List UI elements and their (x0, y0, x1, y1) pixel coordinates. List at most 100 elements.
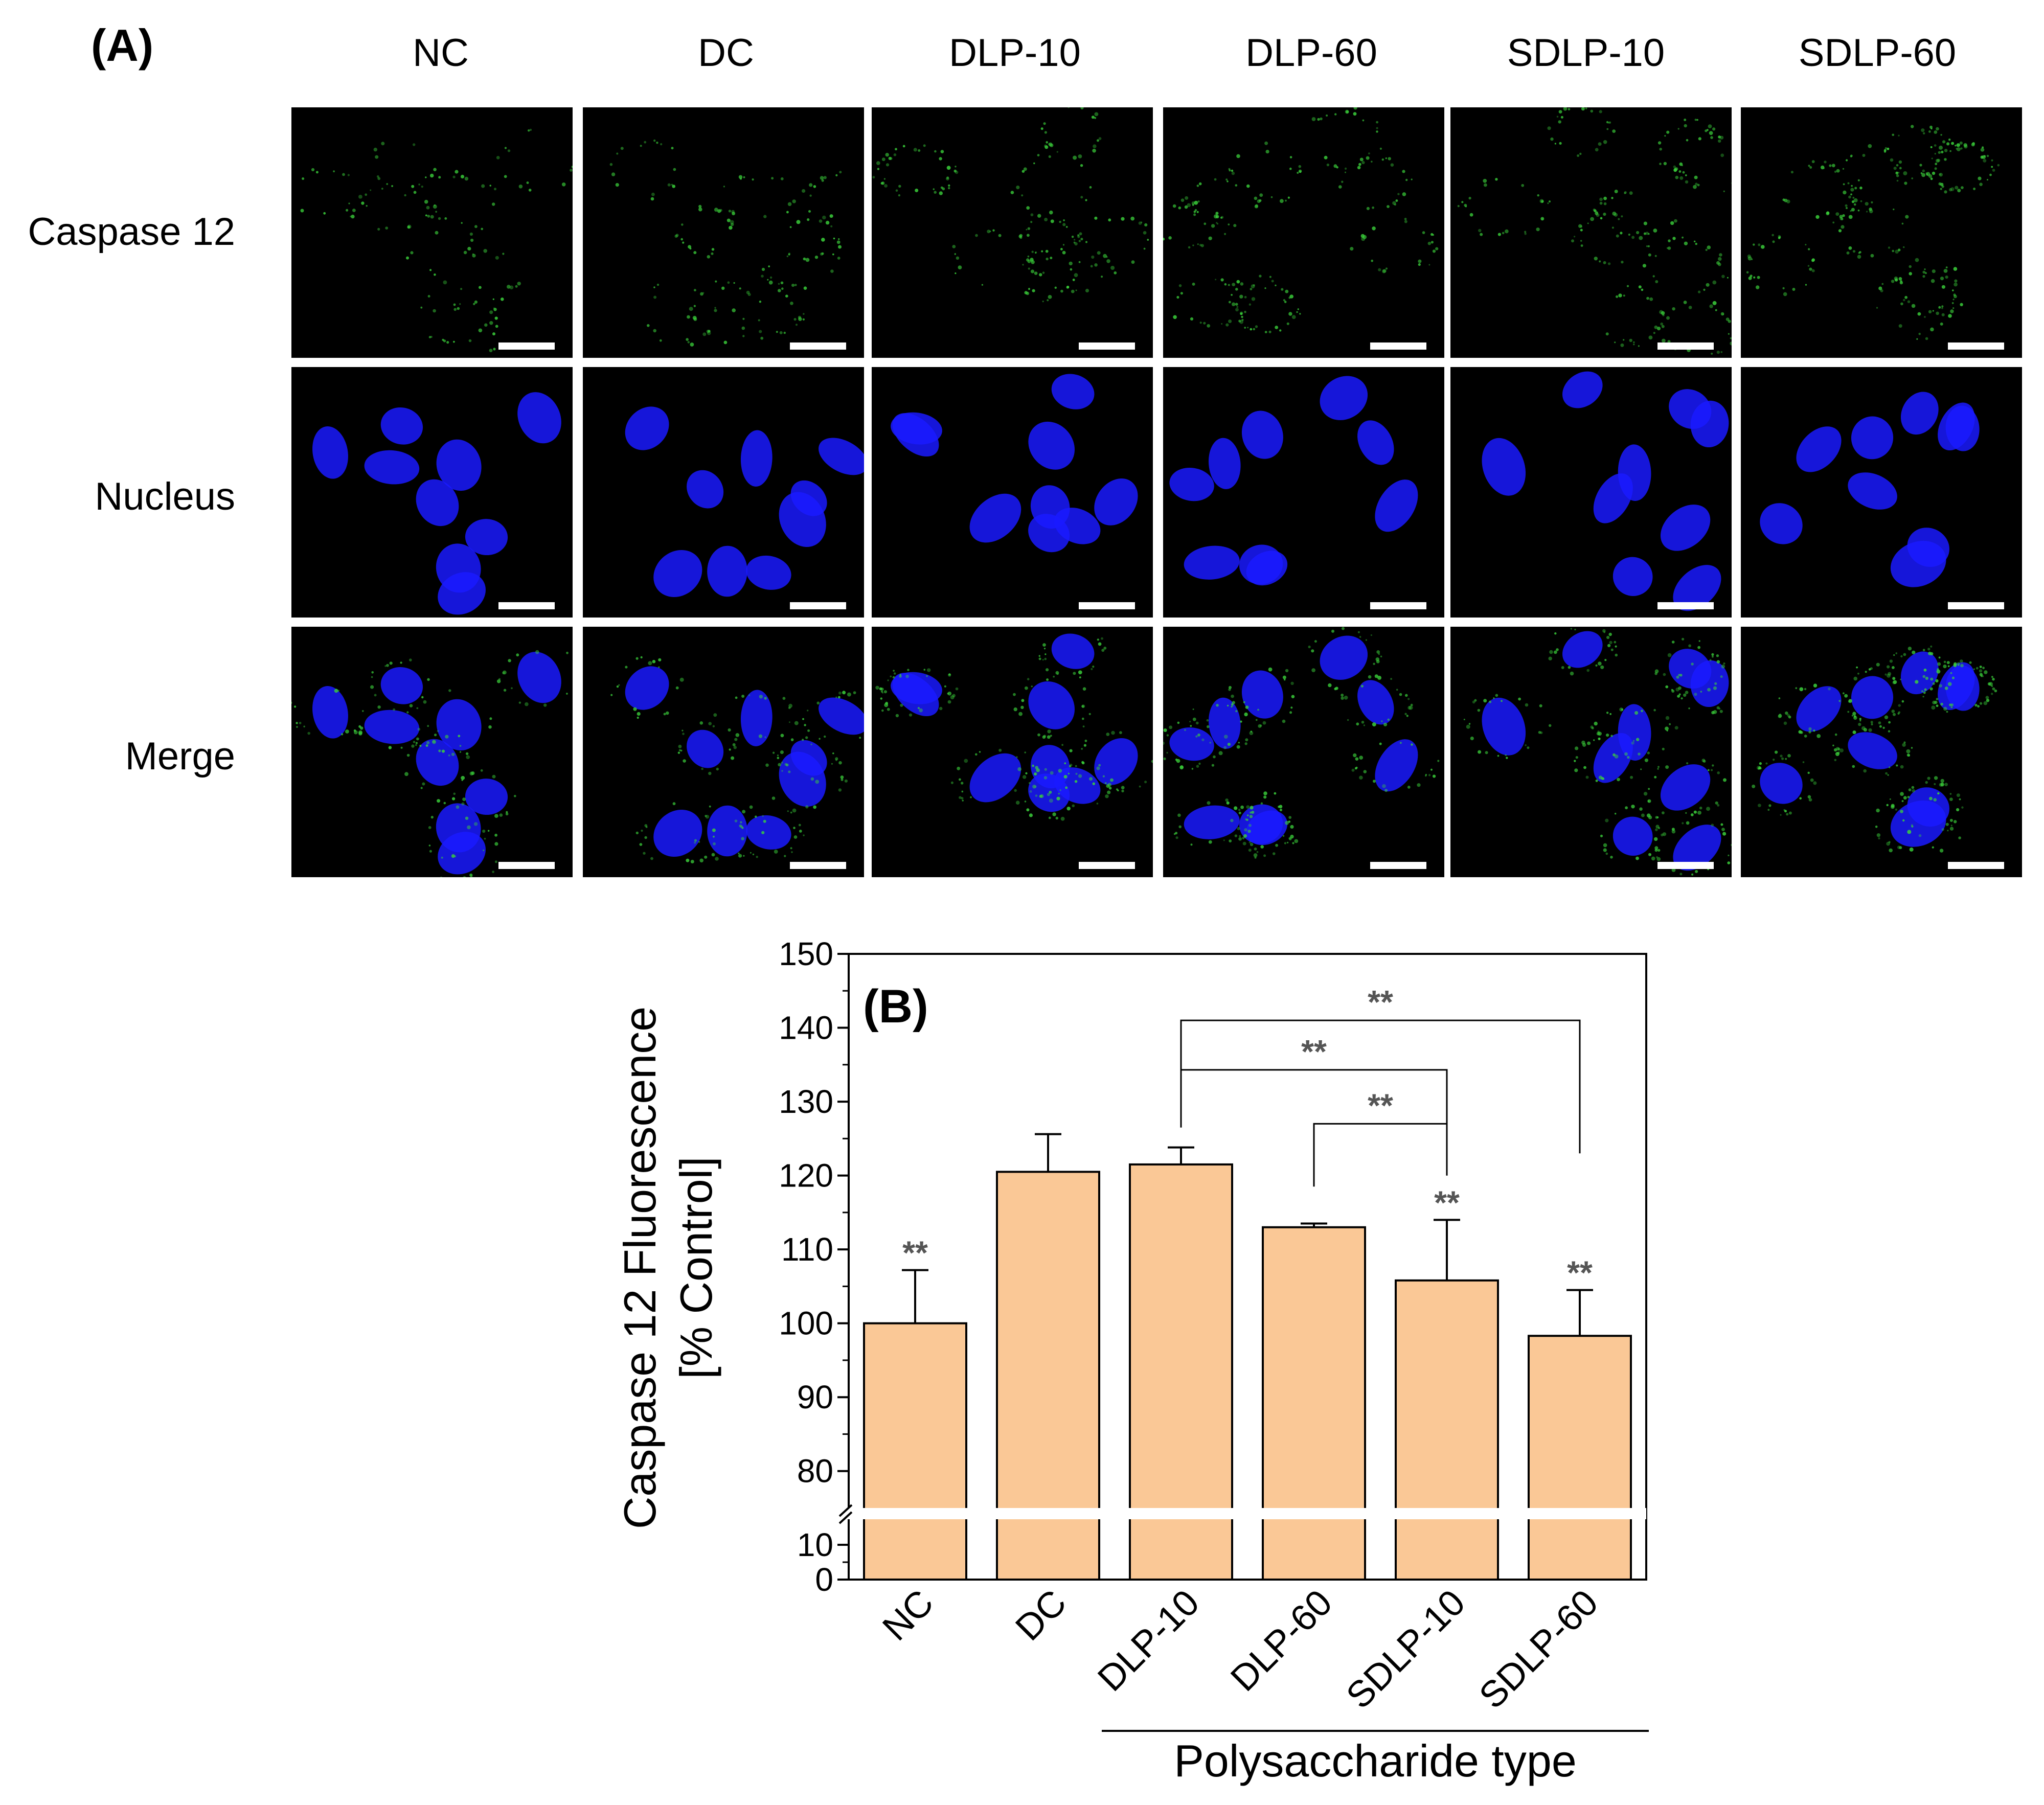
caspase-speck (1097, 251, 1101, 255)
caspase-speck (899, 675, 902, 678)
nucleus-blob (1482, 697, 1526, 756)
caspase-speck (1891, 804, 1895, 808)
caspase-speck (1037, 154, 1040, 156)
caspase-speck (1934, 144, 1937, 147)
caspase-speck (1194, 200, 1198, 205)
caspase-speck (1578, 224, 1582, 228)
caspase-speck (1838, 700, 1841, 702)
caspase-speck (1247, 830, 1251, 833)
caspase-speck (1667, 340, 1671, 344)
caspase-speck (455, 170, 459, 174)
caspase-speck (358, 725, 361, 728)
caspase-speck (1948, 314, 1952, 318)
caspase-speck (1936, 311, 1939, 315)
caspase-speck (1556, 648, 1559, 651)
caspase-speck (653, 329, 656, 333)
caspase-speck (1685, 174, 1687, 176)
caspase-speck (1642, 264, 1646, 268)
caspase-speck (1928, 130, 1931, 133)
caspase-speck (1610, 735, 1613, 737)
caspase-speck (1407, 705, 1412, 710)
caspase-speck (1014, 789, 1017, 792)
caspase-speck (1043, 648, 1046, 650)
caspase-speck (1372, 226, 1376, 231)
caspase-speck (511, 687, 513, 690)
caspase-speck (1697, 811, 1701, 815)
y-tick-label: 10 (797, 1526, 833, 1563)
caspase-speck (1207, 324, 1211, 328)
caspase-speck (1082, 717, 1084, 720)
caspase-speck (1206, 719, 1209, 722)
caspase-speck (441, 749, 445, 753)
caspase-speck (1903, 741, 1906, 744)
caspase-speck (1895, 652, 1897, 654)
micrograph-merge-sdlp-60 (1741, 627, 2022, 877)
caspase-speck (1918, 834, 1922, 837)
caspase-speck (1377, 675, 1381, 680)
caspase-speck (1646, 245, 1648, 247)
caspase-speck (675, 686, 679, 690)
caspase-speck (1623, 294, 1625, 297)
caspase-speck (1892, 666, 1895, 669)
caspase-speck (1395, 199, 1398, 202)
caspase-speck (1717, 771, 1720, 774)
caspase-speck (1260, 845, 1264, 849)
caspase-speck (689, 307, 693, 311)
comparison-label: ** (1301, 1033, 1327, 1070)
y-tick-label: 150 (779, 935, 833, 972)
caspase-speck (1331, 629, 1334, 633)
caspase-speck (1518, 697, 1521, 701)
caspase-speck (1296, 311, 1298, 313)
caspase-speck (648, 661, 652, 666)
caspase-speck (1606, 128, 1609, 130)
caspase-speck (933, 188, 935, 190)
caspase-speck (1599, 260, 1601, 263)
caspase-speck (570, 169, 573, 172)
caspase-speck (296, 722, 298, 724)
caspase-speck (1466, 724, 1470, 729)
caspase-speck (1672, 237, 1676, 240)
caspase-speck (1580, 240, 1582, 242)
caspase-speck (714, 208, 718, 212)
caspase-speck (1643, 792, 1648, 796)
caspase-speck (1376, 121, 1378, 124)
caspase-speck (1044, 768, 1047, 771)
caspase-speck (1953, 664, 1957, 667)
caspase-speck (1676, 675, 1679, 679)
caspase-speck (528, 189, 532, 192)
caspase-speck (672, 185, 675, 188)
caspase-speck (1241, 315, 1243, 318)
nucleus-blob (1482, 438, 1526, 496)
caspase-speck (917, 707, 920, 710)
caspase-speck (1663, 673, 1666, 676)
caspase-speck (761, 831, 765, 834)
caspase-speck (1106, 784, 1110, 788)
caspase-speck (1679, 873, 1683, 876)
caspase-speck (1071, 289, 1075, 293)
caspase-speck (1911, 825, 1914, 828)
caspase-speck (445, 735, 449, 739)
caspase-speck (1238, 837, 1242, 841)
caspase-speck (1050, 257, 1053, 260)
caspase-speck (1042, 271, 1045, 274)
caspase-speck (1570, 628, 1572, 630)
caspase-speck (1683, 693, 1687, 697)
caspase-speck (1945, 266, 1948, 268)
caspase-speck (435, 211, 437, 213)
caspase-speck (492, 298, 494, 300)
caspase-speck (1593, 208, 1596, 212)
caspase-speck (1654, 775, 1657, 779)
caspase-speck (1759, 762, 1762, 765)
caspase-speck (948, 184, 950, 187)
significance-mark: ** (902, 1235, 928, 1271)
caspase-speck (1928, 310, 1932, 313)
caspase-speck (946, 176, 949, 179)
caspase-speck (1854, 187, 1857, 190)
scale-bar (790, 862, 846, 869)
caspase-speck (934, 150, 937, 153)
caspase-speck (1654, 837, 1658, 841)
caspase-speck (1238, 811, 1241, 814)
caspase-speck (633, 707, 637, 711)
caspase-speck (1026, 258, 1030, 262)
caspase-speck (1025, 686, 1028, 690)
